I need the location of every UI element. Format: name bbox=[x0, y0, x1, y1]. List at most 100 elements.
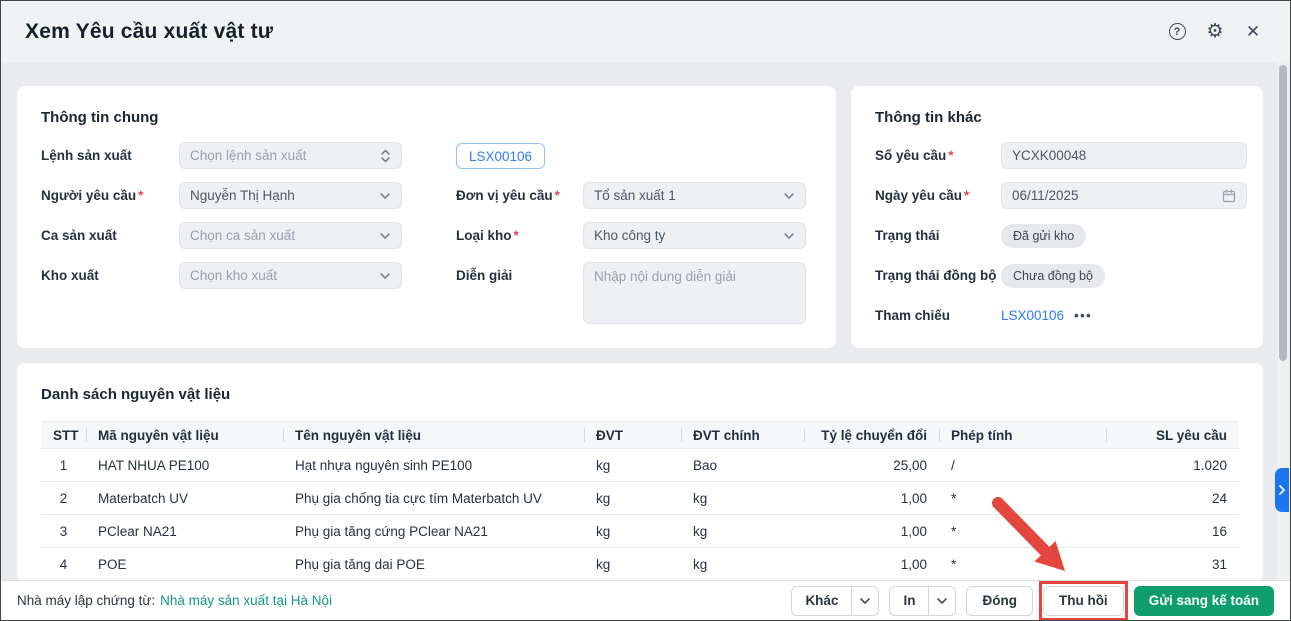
cell-sl: 24 bbox=[1106, 481, 1239, 515]
modal-titlebar: Xem Yêu cầu xuất vật tư ? ⚙ ✕ bbox=[1, 1, 1290, 62]
cell-name: Phụ gia tăng dai POE bbox=[283, 547, 584, 581]
chevron-down-icon bbox=[784, 232, 794, 239]
cell-name: Phụ gia tăng cứng PClear NA21 bbox=[283, 514, 584, 548]
cell-code: PClear NA21 bbox=[86, 514, 283, 548]
ellipsis-icon[interactable]: ••• bbox=[1074, 308, 1093, 323]
factory-link[interactable]: Nhà máy sản xuất tại Hà Nội bbox=[160, 593, 332, 608]
description-label: Diễn giải bbox=[456, 268, 513, 283]
vertical-scrollbar[interactable] bbox=[1277, 62, 1289, 582]
other-info-title: Thông tin khác bbox=[875, 109, 982, 126]
col-header-sl: SL yêu cầu bbox=[1106, 421, 1239, 449]
requesting-unit-label: Đơn vị yêu cầu * bbox=[456, 188, 560, 203]
warehouse-type-label: Loại kho * bbox=[456, 228, 519, 243]
cell-phep-tinh: * bbox=[939, 514, 1106, 548]
reference-label: Tham chiếu bbox=[875, 308, 951, 323]
cell-stt: 2 bbox=[41, 481, 86, 515]
cell-dvt-chinh: kg bbox=[681, 547, 804, 581]
other-info-card: Thông tin khác Số yêu cầu * YCXK00048 Ngà… bbox=[851, 86, 1263, 348]
chevron-right-icon bbox=[1279, 485, 1285, 495]
cell-name: Phụ gia chống tia cực tím Materbatch UV bbox=[283, 481, 584, 515]
cell-dvt-chinh: Bao bbox=[681, 448, 804, 482]
table-row: 1 HAT NHUA PE100 Hạt nhựa nguyên sinh PE… bbox=[41, 448, 1239, 482]
close-icon[interactable]: ✕ bbox=[1245, 21, 1261, 41]
status-badge: Đã gửi kho bbox=[1001, 223, 1087, 248]
chevron-down-icon[interactable] bbox=[928, 586, 955, 615]
sync-status-label: Trạng thái đồng bộ bbox=[875, 268, 997, 283]
request-number-label: Số yêu cầu * bbox=[875, 148, 954, 163]
col-header-stt: STT bbox=[41, 421, 86, 449]
production-shift-label: Ca sản xuất bbox=[41, 228, 117, 243]
chevron-down-icon bbox=[784, 192, 794, 199]
modal-footer: Nhà máy lập chứng từ: Nhà máy sản xuất t… bbox=[1, 580, 1290, 620]
cell-stt: 3 bbox=[41, 514, 86, 548]
production-order-label: Lệnh sản xuất bbox=[41, 148, 132, 163]
cell-ty-le: 1,00 bbox=[804, 547, 939, 581]
cell-ty-le: 25,00 bbox=[804, 448, 939, 482]
general-info-title: Thông tin chung bbox=[41, 109, 159, 126]
warehouse-type-select[interactable]: Kho công ty bbox=[583, 222, 806, 249]
production-order-combobox[interactable]: Chọn lệnh sản xuất bbox=[179, 142, 402, 169]
cell-ty-le: 1,00 bbox=[804, 481, 939, 515]
page-title: Xem Yêu cầu xuất vật tư bbox=[25, 19, 274, 43]
cell-dvt: kg bbox=[584, 547, 681, 581]
request-date-input[interactable]: 06/11/2025 bbox=[1001, 182, 1247, 209]
help-icon[interactable]: ? bbox=[1166, 21, 1188, 43]
cell-dvt-chinh: kg bbox=[681, 481, 804, 515]
chevron-down-icon[interactable] bbox=[851, 586, 878, 615]
cell-sl: 16 bbox=[1106, 514, 1239, 548]
send-to-accounting-button[interactable]: Gửi sang kế toán bbox=[1133, 585, 1274, 616]
export-warehouse-select[interactable]: Chọn kho xuất bbox=[179, 262, 402, 289]
col-header-name: Tên nguyên vật liệu bbox=[283, 421, 584, 449]
calendar-icon bbox=[1222, 188, 1236, 202]
requesting-unit-select[interactable]: Tổ sản xuất 1 bbox=[583, 182, 806, 209]
table-row: 2 Materbatch UV Phụ gia chống tia cực tí… bbox=[41, 481, 1239, 515]
chevron-down-icon bbox=[380, 192, 390, 199]
scrollbar-thumb[interactable] bbox=[1279, 65, 1287, 361]
recall-button[interactable]: Thu hồi bbox=[1042, 585, 1124, 616]
col-header-phep-tinh: Phép tính bbox=[939, 421, 1106, 449]
status-label: Trạng thái bbox=[875, 228, 940, 243]
chevron-down-icon bbox=[380, 232, 390, 239]
table-row: 3 PClear NA21 Phụ gia tăng cứng PClear N… bbox=[41, 514, 1239, 548]
request-number-input[interactable]: YCXK00048 bbox=[1001, 142, 1247, 169]
print-button[interactable]: In bbox=[889, 585, 957, 616]
cell-dvt: kg bbox=[584, 481, 681, 515]
cell-sl: 1.020 bbox=[1106, 448, 1239, 482]
chevron-down-icon bbox=[380, 272, 390, 279]
cell-dvt: kg bbox=[584, 514, 681, 548]
gear-icon[interactable]: ⚙ bbox=[1206, 21, 1224, 42]
materials-table: STT Mã nguyên vật liệu Tên nguyên vật li… bbox=[41, 421, 1239, 581]
reference-link[interactable]: LSX00106 bbox=[1001, 308, 1065, 323]
col-header-ty-le: Tỷ lệ chuyển đổi bbox=[804, 421, 939, 449]
materials-title: Danh sách nguyên vật liệu bbox=[41, 386, 231, 403]
other-actions-button[interactable]: Khác bbox=[791, 585, 880, 616]
col-header-code: Mã nguyên vật liệu bbox=[86, 421, 283, 449]
cell-code: POE bbox=[86, 547, 283, 581]
table-row: 4 POE Phụ gia tăng dai POE kg kg 1,00 * … bbox=[41, 547, 1239, 581]
cell-phep-tinh: * bbox=[939, 481, 1106, 515]
description-textarea[interactable]: Nhập nội dung diễn giải bbox=[583, 262, 806, 324]
updown-icon bbox=[381, 149, 390, 162]
export-warehouse-label: Kho xuất bbox=[41, 268, 99, 283]
side-panel-expander[interactable] bbox=[1275, 468, 1289, 512]
production-order-chip[interactable]: LSX00106 bbox=[456, 143, 546, 169]
cell-dvt-chinh: kg bbox=[681, 514, 804, 548]
col-header-dvt-chinh: ĐVT chính bbox=[681, 421, 804, 449]
cell-code: Materbatch UV bbox=[86, 481, 283, 515]
request-date-label: Ngày yêu cầu * bbox=[875, 188, 970, 203]
cell-phep-tinh: * bbox=[939, 547, 1106, 581]
cell-name: Hạt nhựa nguyên sinh PE100 bbox=[283, 448, 584, 482]
requester-select[interactable]: Nguyễn Thị Hạnh bbox=[179, 182, 402, 209]
cell-dvt: kg bbox=[584, 448, 681, 482]
materials-card: Danh sách nguyên vật liệu STT Mã nguyên … bbox=[17, 363, 1263, 582]
close-button[interactable]: Đóng bbox=[966, 585, 1033, 616]
general-info-card: Thông tin chung Lệnh sản xuất Chọn lệnh … bbox=[17, 86, 836, 348]
cell-stt: 1 bbox=[41, 448, 86, 482]
production-shift-select[interactable]: Chọn ca sản xuất bbox=[179, 222, 402, 249]
requester-label: Người yêu cầu * bbox=[41, 188, 144, 203]
factory-label: Nhà máy lập chứng từ: bbox=[17, 593, 156, 608]
col-header-dvt: ĐVT bbox=[584, 421, 681, 449]
cell-phep-tinh: / bbox=[939, 448, 1106, 482]
cell-ty-le: 1,00 bbox=[804, 514, 939, 548]
